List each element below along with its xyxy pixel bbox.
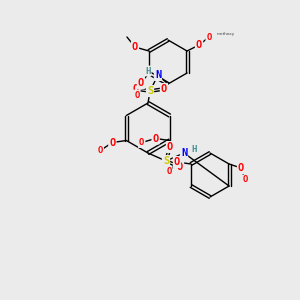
Text: N: N: [155, 70, 161, 80]
Text: O: O: [139, 138, 144, 147]
Text: O: O: [139, 138, 144, 147]
Text: O: O: [238, 163, 244, 173]
Text: O: O: [196, 40, 202, 50]
Text: O: O: [132, 42, 138, 52]
Text: O: O: [134, 91, 140, 100]
Text: H: H: [145, 67, 151, 76]
Text: O: O: [133, 84, 139, 94]
Text: O: O: [242, 176, 248, 184]
Text: O: O: [98, 146, 103, 155]
Text: S: S: [163, 156, 169, 166]
Text: N: N: [181, 148, 187, 158]
Text: O: O: [161, 84, 167, 94]
Text: S: S: [147, 86, 153, 96]
Text: H: H: [191, 145, 197, 154]
Text: O: O: [177, 162, 183, 172]
Text: methoxy: methoxy: [217, 32, 235, 36]
Text: O: O: [166, 167, 172, 176]
Text: O: O: [152, 134, 159, 143]
Text: O: O: [109, 137, 116, 148]
Text: O: O: [98, 146, 103, 155]
Text: O: O: [138, 78, 144, 88]
Text: O: O: [206, 32, 212, 41]
Text: O: O: [167, 142, 173, 152]
Text: O: O: [174, 157, 180, 167]
